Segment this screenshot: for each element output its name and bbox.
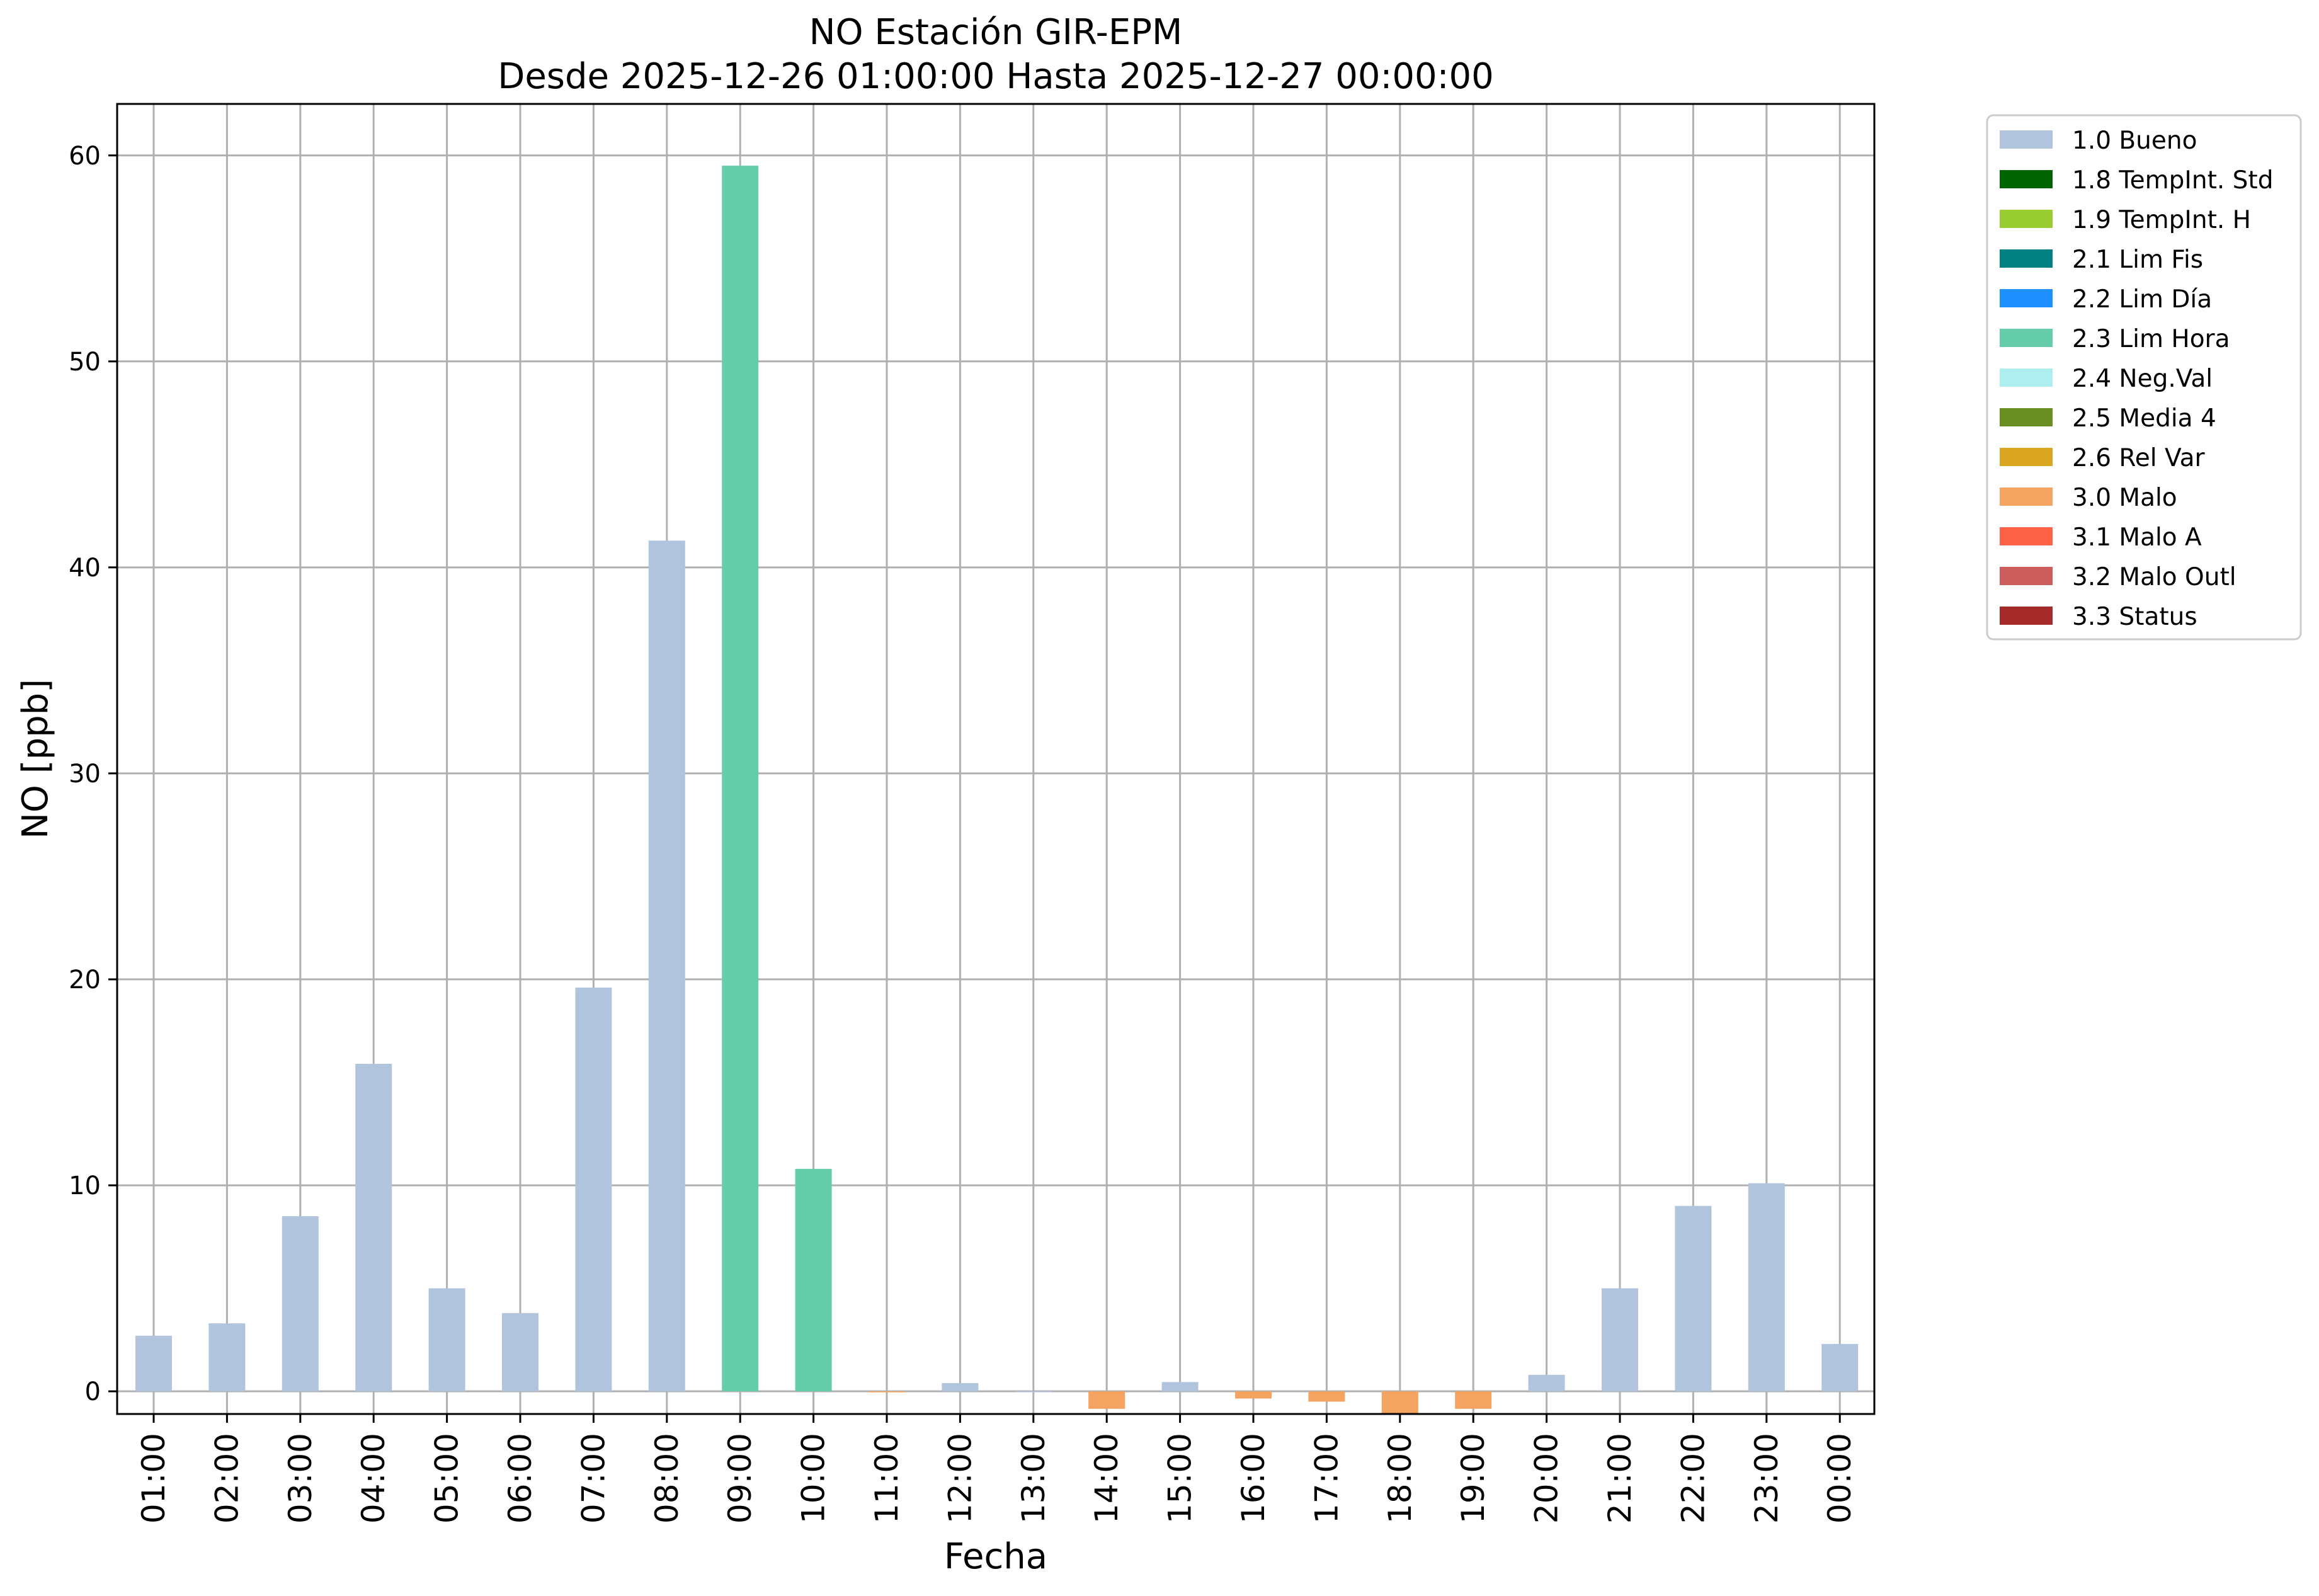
x-tick-label: 07:00	[575, 1433, 612, 1524]
legend-swatch	[2000, 289, 2053, 307]
x-axis-ticks: 01:00 02:00 03:00 04:00 05:00 06:00 07:00 08:00…	[135, 1414, 1858, 1524]
bar-2100	[1602, 1288, 1638, 1392]
y-tick-label: 10	[69, 1171, 101, 1200]
x-tick-label: 00:00	[1821, 1433, 1858, 1524]
x-tick-label: 08:00	[649, 1433, 685, 1524]
legend-swatch	[2000, 210, 2053, 228]
legend-label: 1.8 TempInt. Std	[2072, 166, 2273, 195]
bar-1400	[1088, 1391, 1125, 1409]
bar-0100	[135, 1335, 172, 1392]
x-tick-label: 05:00	[429, 1433, 465, 1524]
legend-swatch	[2000, 527, 2053, 545]
bar-1900	[1455, 1391, 1492, 1409]
y-tick-label: 50	[69, 348, 101, 377]
legend: 1.0 Bueno 1.8 TempInt. Std 1.9 TempInt. H 2…	[1986, 114, 2302, 641]
x-tick-label: 01:00	[135, 1433, 172, 1524]
chart-subtitle: Desde 2025-12-26 01:00:00 Hasta 2025-12-…	[498, 56, 1494, 97]
bar-1600	[1235, 1391, 1272, 1399]
x-tick-label: 02:00	[208, 1433, 245, 1524]
bar-0400	[355, 1064, 392, 1392]
legend-label: 1.0 Bueno	[2072, 127, 2197, 155]
bar-0300	[282, 1216, 319, 1392]
bar-0200	[208, 1323, 246, 1392]
bar-2200	[1675, 1206, 1712, 1392]
legend-swatch	[2000, 448, 2053, 466]
bars	[135, 166, 1859, 1414]
x-tick-label: 23:00	[1748, 1433, 1785, 1524]
bar-0000	[1821, 1343, 1859, 1392]
x-axis-label: Fecha	[944, 1536, 1047, 1577]
bar-1300	[1015, 1391, 1052, 1393]
legend-swatch	[2000, 487, 2053, 506]
legend-label: 1.9 TempInt. H	[2072, 206, 2251, 234]
x-tick-label: 22:00	[1675, 1433, 1711, 1524]
plot-frame	[116, 103, 1876, 1415]
legend-label: 2.2 Lim Día	[2072, 285, 2212, 314]
legend-swatch	[2000, 368, 2053, 387]
x-tick-label: 19:00	[1455, 1433, 1491, 1524]
bar-0600	[502, 1313, 538, 1392]
x-tick-label: 06:00	[502, 1433, 538, 1524]
x-tick-label: 16:00	[1235, 1433, 1272, 1524]
y-tick-label: 40	[69, 554, 101, 583]
y-tick-label: 20	[69, 966, 101, 995]
bar-1800	[1381, 1391, 1418, 1414]
legend-swatch	[2000, 567, 2053, 585]
bar-1500	[1161, 1382, 1199, 1392]
legend-swatch	[2000, 170, 2053, 188]
bar-0800	[648, 540, 685, 1392]
bar-1700	[1308, 1391, 1345, 1402]
x-tick-label: 03:00	[282, 1433, 319, 1524]
legend-label: 3.0 Malo	[2072, 484, 2177, 512]
x-tick-label: 04:00	[355, 1433, 392, 1524]
legend-swatch	[2000, 130, 2053, 149]
bar-0500	[428, 1288, 465, 1392]
y-axis-ticks: 0 10 20 30 40 50 60	[69, 142, 117, 1406]
legend-frame	[1986, 114, 2302, 641]
y-tick-label: 60	[69, 142, 101, 171]
bar-2300	[1748, 1183, 1785, 1392]
bar-0700	[575, 988, 612, 1392]
x-tick-label: 09:00	[722, 1433, 758, 1524]
legend-label: 2.4 Neg.Val	[2072, 365, 2213, 393]
chart-title: NO Estación GIR-EPM	[809, 12, 1183, 53]
bar-0900	[722, 166, 759, 1392]
x-tick-label: 15:00	[1162, 1433, 1199, 1524]
legend-swatch	[2000, 408, 2053, 426]
bar-1200	[942, 1382, 979, 1392]
x-tick-label: 21:00	[1602, 1433, 1638, 1524]
x-tick-label: 20:00	[1529, 1433, 1565, 1524]
legend-label: 3.3 Status	[2072, 603, 2197, 631]
legend-swatch	[2000, 329, 2053, 347]
y-tick-label: 30	[69, 760, 101, 789]
x-tick-label: 17:00	[1308, 1433, 1345, 1524]
legend-swatch	[2000, 249, 2053, 268]
legend-swatch	[2000, 607, 2053, 625]
bar-1000	[795, 1168, 832, 1392]
bar-1100	[869, 1391, 905, 1393]
legend-label: 2.5 Media 4	[2072, 404, 2216, 433]
x-tick-label: 10:00	[795, 1433, 832, 1524]
x-tick-label: 11:00	[869, 1433, 905, 1524]
legend-label: 3.1 Malo A	[2072, 523, 2202, 552]
y-axis-label: NO [ppb]	[15, 679, 56, 839]
x-tick-label: 18:00	[1382, 1433, 1418, 1524]
legend-label: 2.1 Lim Fis	[2072, 246, 2203, 274]
legend-label: 2.6 Rel Var	[2072, 444, 2206, 472]
bar-2000	[1528, 1374, 1565, 1392]
legend-label: 2.3 Lim Hora	[2072, 325, 2230, 353]
x-tick-label: 14:00	[1088, 1433, 1125, 1524]
x-tick-label: 13:00	[1015, 1433, 1052, 1524]
legend-label: 3.2 Malo Outl	[2072, 563, 2236, 591]
y-tick-label: 0	[85, 1377, 101, 1406]
x-tick-label: 12:00	[942, 1433, 978, 1524]
